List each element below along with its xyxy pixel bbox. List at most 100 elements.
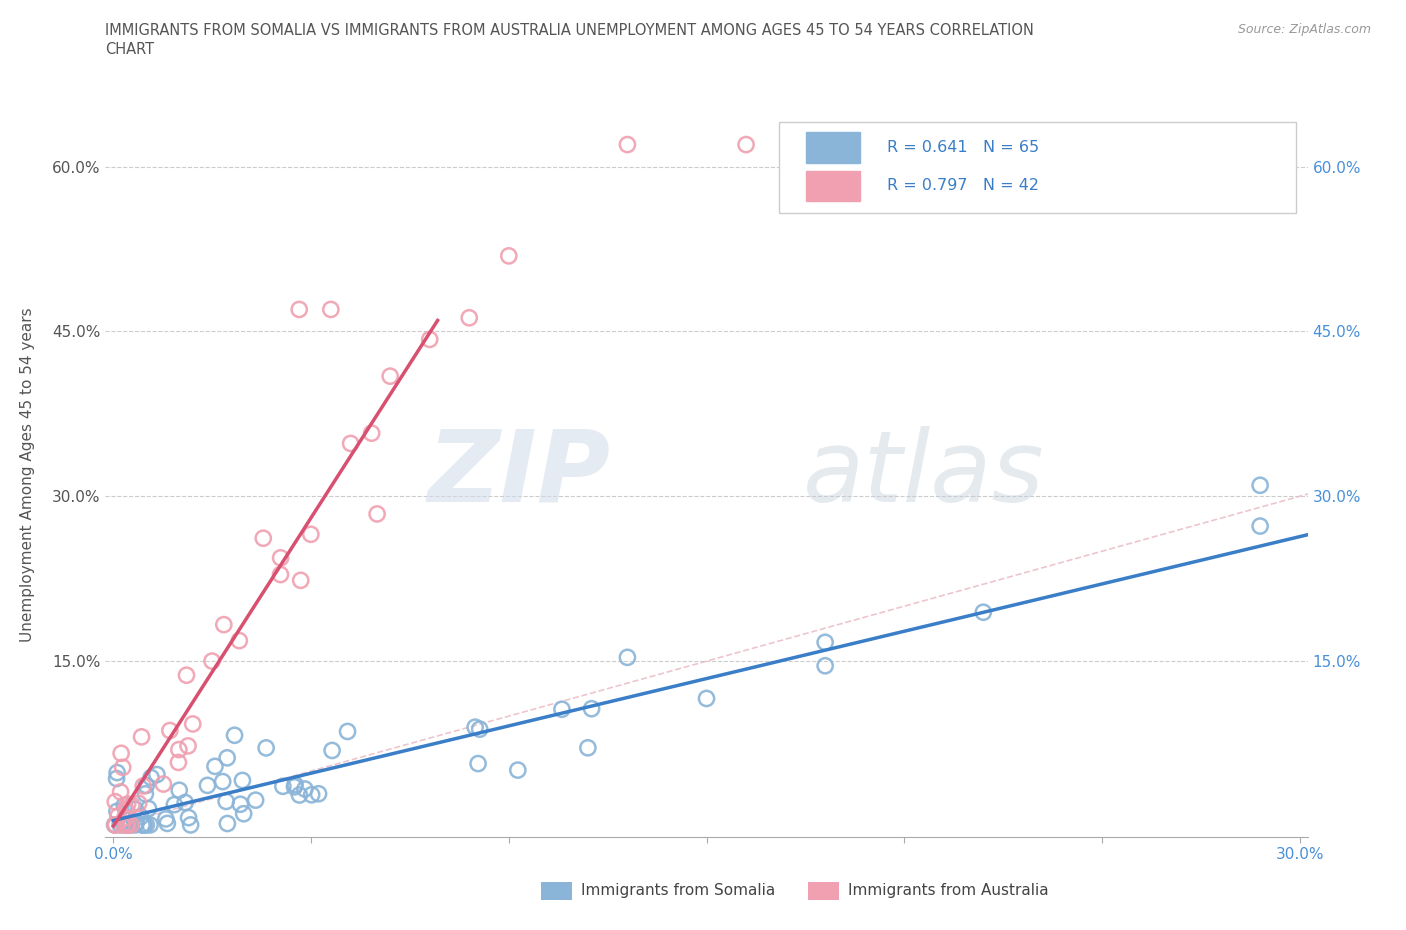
Point <box>284 777 307 792</box>
Point <box>155 812 177 827</box>
Point <box>269 567 291 582</box>
Point <box>105 804 128 818</box>
Point <box>321 743 343 758</box>
Point <box>105 771 128 786</box>
Point <box>319 302 342 317</box>
Point <box>551 702 574 717</box>
Point <box>245 792 267 807</box>
Point <box>105 765 128 780</box>
Point <box>380 368 402 383</box>
Point <box>204 759 226 774</box>
Point <box>129 809 152 824</box>
Point <box>177 810 200 825</box>
Text: IMMIGRANTS FROM SOMALIA VS IMMIGRANTS FROM AUSTRALIA UNEMPLOYMENT AMONG AGES 45 : IMMIGRANTS FROM SOMALIA VS IMMIGRANTS FR… <box>105 23 1035 38</box>
Point <box>159 723 181 737</box>
Point <box>696 691 718 706</box>
Point <box>167 742 190 757</box>
Point <box>201 654 224 669</box>
Point <box>104 817 127 832</box>
Text: ZIP: ZIP <box>427 426 610 523</box>
Point <box>419 332 441 347</box>
Point <box>128 796 150 811</box>
Point <box>134 817 156 832</box>
FancyBboxPatch shape <box>779 123 1295 213</box>
Point <box>124 802 146 817</box>
Point <box>134 787 156 802</box>
Point <box>301 788 323 803</box>
Point <box>231 773 253 788</box>
Point <box>138 801 160 816</box>
Text: Immigrants from Australia: Immigrants from Australia <box>848 884 1049 898</box>
Point <box>181 716 204 731</box>
Point <box>103 817 125 832</box>
Point <box>360 426 382 441</box>
FancyBboxPatch shape <box>806 132 860 163</box>
Point <box>270 551 292 565</box>
Point <box>131 817 153 832</box>
Point <box>212 618 235 632</box>
Point <box>117 797 139 812</box>
Point <box>118 817 141 832</box>
Point <box>107 809 129 824</box>
Point <box>211 774 233 789</box>
Point <box>1249 478 1271 493</box>
Point <box>117 817 139 832</box>
Point <box>111 760 134 775</box>
Point <box>114 802 136 817</box>
Point <box>814 635 837 650</box>
Point <box>167 755 190 770</box>
Point <box>104 794 127 809</box>
Point <box>217 817 239 831</box>
Point <box>114 810 136 825</box>
Point <box>121 798 143 813</box>
Point <box>464 720 486 735</box>
Point <box>177 738 200 753</box>
Text: Source: ZipAtlas.com: Source: ZipAtlas.com <box>1237 23 1371 36</box>
Point <box>271 778 294 793</box>
Point <box>180 817 202 832</box>
Text: R = 0.641   N = 65: R = 0.641 N = 65 <box>887 140 1039 155</box>
Point <box>117 817 139 832</box>
Point <box>228 633 250 648</box>
Point <box>576 740 599 755</box>
Point <box>288 302 311 317</box>
Point <box>308 787 330 802</box>
Point <box>139 817 162 832</box>
Point <box>120 817 142 832</box>
Point <box>131 729 153 744</box>
Point <box>135 817 157 832</box>
Point <box>616 137 638 152</box>
Point <box>124 817 146 832</box>
Point <box>339 436 361 451</box>
Point <box>112 798 135 813</box>
Point <box>139 770 162 785</box>
Point <box>498 248 520 263</box>
Text: Immigrants from Somalia: Immigrants from Somalia <box>581 884 775 898</box>
Point <box>110 785 132 800</box>
Point <box>229 797 252 812</box>
Point <box>232 806 254 821</box>
FancyBboxPatch shape <box>806 171 860 201</box>
Point <box>290 573 312 588</box>
Point <box>115 817 138 832</box>
Point <box>288 788 311 803</box>
Point <box>132 778 155 793</box>
Point <box>174 795 197 810</box>
Point <box>336 724 359 739</box>
Point <box>283 779 305 794</box>
Point <box>581 701 603 716</box>
Point <box>467 756 489 771</box>
Point <box>814 658 837 673</box>
Point <box>135 778 157 793</box>
Point <box>735 137 758 152</box>
Point <box>366 507 388 522</box>
Point <box>156 816 179 830</box>
Text: CHART: CHART <box>105 42 155 57</box>
Point <box>114 817 136 832</box>
Point <box>254 740 277 755</box>
Point <box>163 797 186 812</box>
Point <box>176 668 198 683</box>
Point <box>152 777 174 791</box>
Point <box>104 817 127 832</box>
Point <box>252 531 274 546</box>
